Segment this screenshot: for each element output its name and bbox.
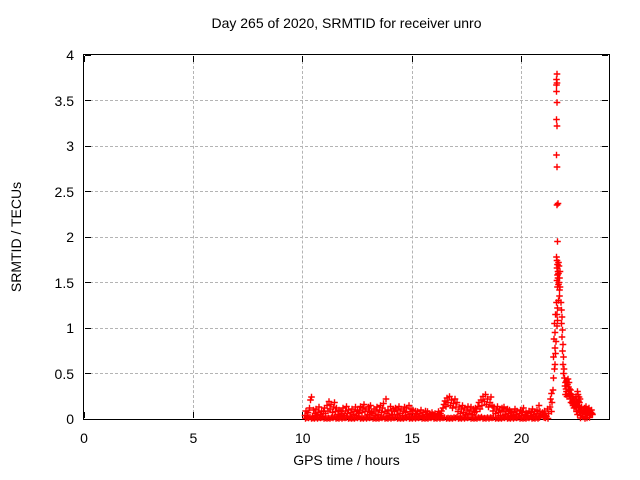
y-tick-mark-left: [85, 145, 91, 147]
x-tick-label: 0: [80, 430, 88, 446]
y-tick-mark-left: [85, 100, 91, 101]
x-tick-mark-bottom: [411, 412, 413, 418]
y-tick-label: 1.5: [54, 274, 74, 291]
y-tick-mark-left: [85, 236, 91, 238]
grid-line-vertical: [411, 56, 413, 418]
y-tick-label: 2: [66, 229, 74, 245]
x-tick-mark-top: [411, 56, 413, 62]
chart-title: Day 265 of 2020, SRMTID for receiver unr…: [211, 15, 482, 31]
grid-line-horizontal: [85, 282, 608, 283]
x-tick-label: 15: [404, 430, 420, 446]
y-tick-mark-left: [85, 327, 91, 329]
y-tick-label: 4: [66, 47, 74, 63]
y-tick-mark-left: [85, 282, 91, 283]
y-tick-mark-right: [602, 327, 608, 329]
x-tick-mark-bottom: [521, 412, 522, 418]
grid-line-vertical: [521, 56, 522, 418]
grid-line-vertical: [192, 56, 194, 418]
grid-line-vertical: [302, 56, 304, 418]
y-tick-mark-right: [602, 54, 608, 56]
y-tick-label: 3: [66, 138, 74, 154]
grid-line-horizontal: [85, 191, 608, 192]
y-tick-mark-left: [85, 418, 91, 420]
x-tick-label: 20: [513, 430, 530, 446]
x-tick-label: 10: [294, 430, 311, 446]
y-tick-mark-right: [602, 282, 608, 283]
y-tick-label: 0: [66, 411, 74, 427]
x-tick-mark-bottom: [83, 412, 85, 418]
grid-line-horizontal: [85, 236, 608, 238]
x-axis-label: GPS time / hours: [293, 452, 400, 468]
x-tick-mark-top: [192, 56, 194, 62]
y-tick-mark-right: [602, 100, 608, 101]
y-tick-mark-right: [602, 145, 608, 147]
y-tick-mark-left: [85, 191, 91, 192]
x-tick-mark-top: [302, 56, 304, 62]
x-tick-mark-top: [521, 56, 522, 62]
y-tick-mark-left: [85, 373, 91, 374]
y-tick-mark-right: [602, 236, 608, 238]
y-tick-mark-right: [602, 418, 608, 420]
y-tick-mark-right: [602, 191, 608, 192]
grid-line-horizontal: [85, 373, 608, 374]
x-tick-mark-bottom: [302, 412, 304, 418]
y-tick-label: 0.5: [54, 365, 74, 382]
y-tick-label: 2.5: [54, 183, 74, 200]
x-tick-label: 5: [189, 430, 198, 446]
grid-line-horizontal: [85, 327, 608, 329]
x-tick-mark-bottom: [192, 412, 194, 418]
x-tick-mark-top: [83, 56, 85, 62]
grid-line-horizontal: [85, 100, 608, 101]
y-tick-label: 3.5: [54, 92, 74, 109]
y-tick-mark-left: [85, 54, 91, 56]
y-tick-mark-right: [602, 373, 608, 374]
y-tick-label: 1: [66, 320, 74, 336]
grid-line-horizontal: [85, 145, 608, 147]
